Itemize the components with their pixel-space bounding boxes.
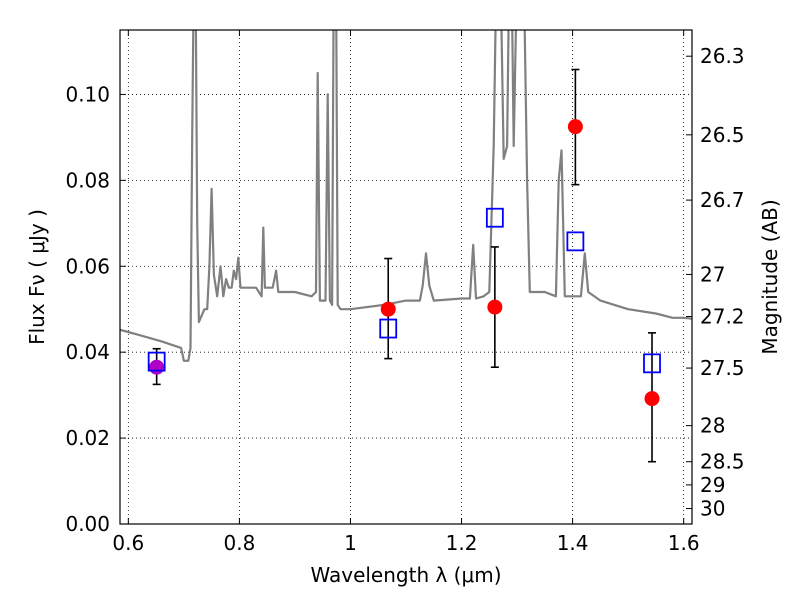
y2-tick-label: 27: [700, 262, 725, 286]
observed-flux-point: [380, 301, 396, 317]
y-axis-label: Flux Fν ( μJy ): [25, 209, 49, 345]
observed-flux-point: [644, 391, 660, 407]
y2-axis-label: Magnitude (AB): [758, 199, 782, 354]
model-band-flux-point: [379, 318, 398, 339]
x-tick-label: 0.8: [223, 531, 255, 555]
x-tick-label: 0.6: [112, 531, 144, 555]
points-layer: [147, 68, 661, 463]
plot-frame: [119, 29, 693, 525]
y2-tick-label: 30: [700, 497, 725, 521]
x-tick-label: 1: [344, 531, 357, 555]
y-tick-label: 0.06: [65, 254, 110, 278]
optical-flux-point: [149, 359, 165, 375]
model-band-flux-point: [485, 207, 504, 228]
y-tick-label: 0.10: [65, 82, 110, 106]
model-band-flux-point: [566, 231, 585, 252]
y-tick-label: 0.08: [65, 168, 110, 192]
x-axis-label: Wavelength λ (μm): [310, 563, 501, 587]
ticks: 0.6 0.8 1 1.2 1.4 1.6 0.00 0.02 0.04 0.06 0.08 0.10…: [65, 30, 745, 555]
y-tick-label: 0.02: [65, 426, 110, 450]
observed-flux-point: [487, 299, 503, 315]
y2-tick-label: 28: [700, 414, 725, 438]
y-tick-label: 0.00: [65, 512, 110, 536]
spectrum-line: [120, 30, 692, 362]
y-tick-label: 0.04: [65, 340, 110, 364]
x-tick-label: 1.2: [446, 531, 478, 555]
y2-tick-label: 26.5: [700, 123, 745, 147]
model-band-flux-point: [643, 353, 661, 374]
y2-tick-label: 26.3: [700, 44, 745, 68]
observed-flux-point: [567, 119, 583, 135]
model-band-flux-point: [147, 351, 166, 372]
x-tick-label: 1.4: [557, 531, 589, 555]
spectrum-layer: [120, 30, 692, 362]
y2-tick-label: 27.5: [700, 356, 745, 380]
x-tick-label: 1.6: [668, 531, 700, 555]
y2-tick-label: 26.7: [700, 188, 745, 212]
y2-tick-label: 28.5: [700, 450, 745, 474]
y2-tick-label: 27.2: [700, 305, 745, 329]
y2-tick-label: 29: [700, 473, 725, 497]
